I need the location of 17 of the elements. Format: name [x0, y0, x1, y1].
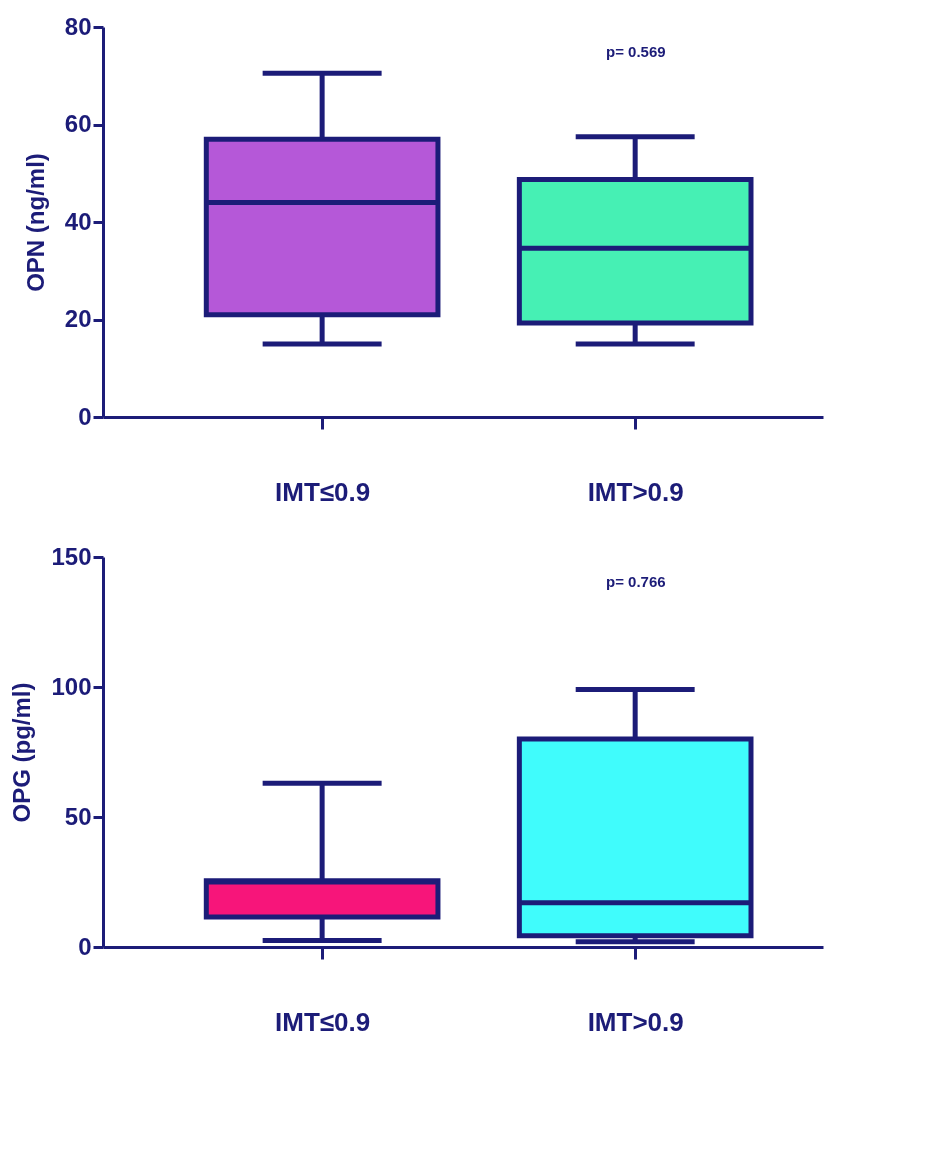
- y-tick-label: 60: [64, 110, 92, 137]
- y-axis-title: OPN (ng/ml): [21, 153, 49, 292]
- x-tick-label: IMT>0.9: [587, 476, 684, 507]
- y-tick-label: 50: [64, 802, 92, 830]
- annotation: p= 0.766: [605, 573, 666, 590]
- y-axis-title: OPG (pg/ml): [8, 682, 36, 823]
- x-tick-label: IMT≤0.9: [275, 1006, 371, 1037]
- y-tick-label: 40: [64, 207, 92, 235]
- x-tick-label: IMT>0.9: [587, 1006, 684, 1037]
- annotation: p= 0.569: [605, 43, 666, 60]
- y-tick-label: 150: [51, 542, 92, 570]
- y-tick-label: 80: [64, 12, 92, 40]
- x-tick-label: IMT≤0.9: [275, 476, 371, 507]
- y-tick-label: 0: [78, 402, 92, 430]
- y-tick-label: 100: [51, 672, 92, 700]
- y-tick-label: 0: [78, 932, 92, 960]
- y-tick-label: 20: [64, 305, 92, 332]
